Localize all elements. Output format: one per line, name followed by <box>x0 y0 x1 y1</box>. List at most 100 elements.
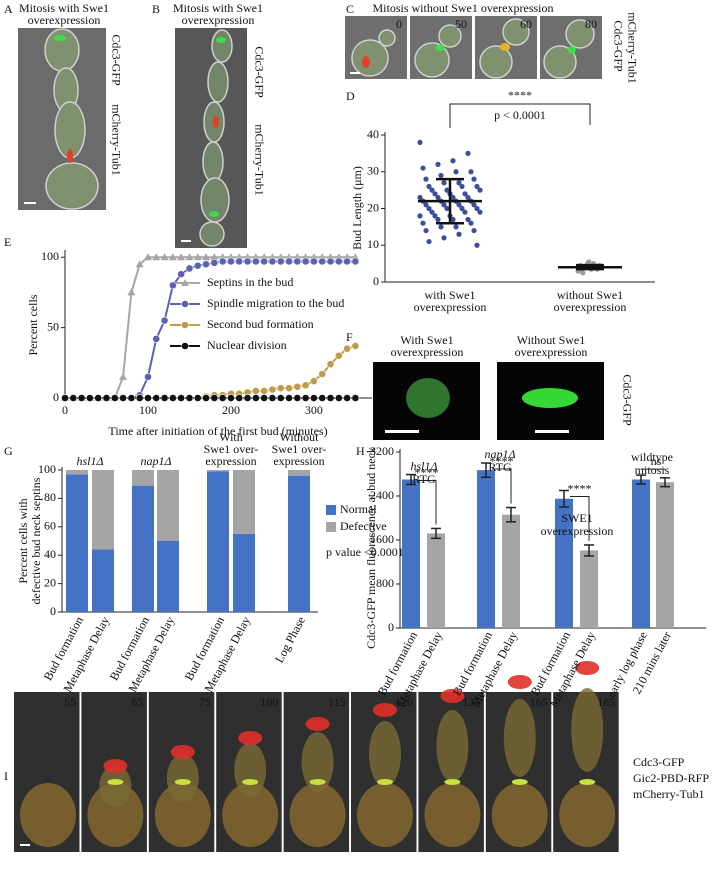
data-point <box>326 360 335 369</box>
data-point <box>181 300 189 308</box>
data-point <box>453 169 459 175</box>
gic2 <box>373 703 397 717</box>
data-point <box>435 161 441 167</box>
data-point <box>417 194 423 201</box>
data-point <box>474 205 480 212</box>
y-tick-label: 2400 <box>370 488 394 502</box>
cell <box>87 783 144 847</box>
data-point <box>152 394 161 402</box>
bar-segment <box>207 470 229 472</box>
data-point <box>318 394 327 402</box>
data-point <box>580 270 586 276</box>
data-point <box>432 191 438 197</box>
panel-letter: A <box>4 2 13 16</box>
group-label: With <box>219 430 243 444</box>
significance-label: ns <box>651 454 662 468</box>
data-point <box>318 257 327 266</box>
frame-time: 80 <box>585 17 597 31</box>
data-point <box>310 257 318 266</box>
significance-bracket <box>449 103 591 128</box>
data-point <box>417 213 423 219</box>
group-label: nap1Δ <box>140 454 171 468</box>
data-point <box>144 372 152 381</box>
septin-ring <box>444 779 461 785</box>
scale-bar <box>20 844 30 846</box>
data-point <box>260 387 269 395</box>
data-point <box>260 257 269 266</box>
data-point <box>423 227 429 234</box>
annotation: **** <box>508 88 532 102</box>
cell <box>424 783 481 847</box>
data-point <box>426 205 432 212</box>
data-point <box>181 342 189 350</box>
data-point <box>177 253 186 261</box>
panel-letter: D <box>346 89 355 103</box>
series-line <box>65 344 356 399</box>
data-point <box>160 253 169 261</box>
group-label: Swe1 over- <box>272 442 327 456</box>
data-point <box>285 384 293 393</box>
y-tick-label: 800 <box>376 576 394 590</box>
significance-label: **** <box>490 454 514 468</box>
x-tick-label: 200 <box>222 403 240 417</box>
data-point <box>251 387 260 395</box>
significance-label: **** <box>568 481 592 495</box>
data-point <box>152 253 161 261</box>
gic2 <box>170 745 195 759</box>
cell <box>20 783 76 847</box>
bud <box>99 765 132 807</box>
stain-label: mCherry-Tub1 <box>625 12 639 84</box>
stain-label: Cdc3-GFP <box>611 20 625 72</box>
data-point <box>343 394 352 402</box>
group-label: overexpression <box>541 524 614 538</box>
data-point <box>334 351 343 360</box>
y-tick-label: 50 <box>47 319 59 333</box>
group-label: RTG <box>488 460 512 474</box>
data-point <box>456 180 462 186</box>
septin-ring <box>377 779 393 785</box>
data-point <box>468 220 474 226</box>
data-point <box>276 384 285 393</box>
data-point <box>251 394 260 402</box>
y-tick-label: 20 <box>367 200 379 214</box>
data-point <box>444 187 450 193</box>
data-point <box>193 261 202 270</box>
data-point <box>471 227 477 234</box>
panel-title: Mitosis without Swe1 overexpression <box>373 1 554 15</box>
bar-segment <box>288 470 310 476</box>
data-point <box>293 257 302 266</box>
gic2 <box>238 731 263 745</box>
data-point <box>301 394 310 402</box>
septin-ring <box>309 779 326 785</box>
data-point <box>471 202 477 208</box>
bud <box>436 710 469 782</box>
cell <box>491 783 548 847</box>
y-tick-label: 60 <box>44 519 56 533</box>
data-point <box>465 150 471 156</box>
data-point <box>326 394 335 402</box>
bar <box>580 550 598 628</box>
bar-segment <box>66 474 88 612</box>
data-point <box>301 257 310 266</box>
data-point <box>426 183 432 190</box>
data-point <box>202 253 211 261</box>
data-point <box>462 209 468 215</box>
micrograph <box>373 362 604 440</box>
data-point <box>468 169 474 175</box>
stain-label: mCherry-Tub1 <box>252 124 266 196</box>
data-point <box>429 187 435 193</box>
data-point <box>310 394 318 402</box>
bar-segment <box>233 470 255 534</box>
annotation: p value <0.0001 <box>326 545 404 559</box>
data-point <box>301 381 310 390</box>
x-axis-label: Time after initiation of the first bud (… <box>108 424 327 438</box>
data-point <box>235 394 244 402</box>
x-tick-label: overexpression <box>554 300 627 314</box>
data-point <box>441 202 447 208</box>
y-tick-label: 20 <box>44 575 56 589</box>
data-point <box>181 279 189 286</box>
micrograph-series <box>345 16 602 79</box>
data-point <box>326 257 335 266</box>
panel-title: Mitosis with Swe1 <box>19 1 109 15</box>
gic2 <box>575 661 600 675</box>
